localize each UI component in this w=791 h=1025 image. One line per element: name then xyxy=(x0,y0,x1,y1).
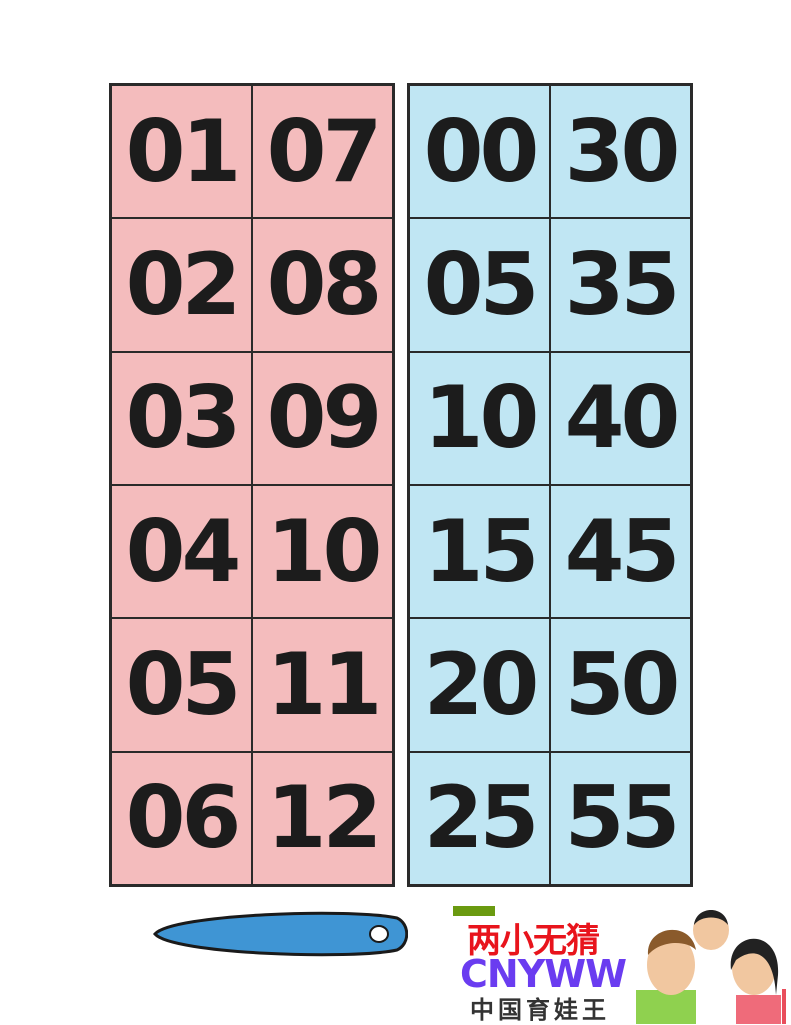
minute-number-card: 40 xyxy=(550,351,691,485)
clock-hand-icon xyxy=(153,911,408,957)
hour-number-card: 05 xyxy=(111,618,252,752)
minute-number-card: 45 xyxy=(550,484,691,619)
hour-number-card: 07 xyxy=(252,85,393,219)
hour-number-card: 01 xyxy=(111,85,252,219)
hour-number-card: 08 xyxy=(252,218,393,352)
hour-number-card: 09 xyxy=(252,351,393,485)
minute-number-card: 30 xyxy=(550,85,691,219)
hour-number-card: 06 xyxy=(111,751,252,885)
family-cartoon-icon xyxy=(636,910,786,1024)
hour-number-card: 04 xyxy=(111,484,252,619)
hour-card-grid: 01 07 02 08 03 09 04 10 05 11 06 12 xyxy=(109,83,395,887)
hour-number-card: 03 xyxy=(111,351,252,485)
logo-accent xyxy=(453,906,495,916)
hour-number-card: 10 xyxy=(252,484,393,619)
minute-number-card: 35 xyxy=(550,218,691,352)
minute-number-card: 15 xyxy=(409,484,550,619)
minute-number-card: 05 xyxy=(409,218,550,352)
logo-brand: CNYWW xyxy=(460,952,627,996)
logo-subtitle: 中国育娃王 xyxy=(470,996,610,1024)
minute-number-card: 00 xyxy=(409,85,550,219)
hour-number-card: 12 xyxy=(252,751,393,885)
minute-card-grid: 00 30 05 35 10 40 15 45 20 50 25 55 xyxy=(407,83,693,887)
minute-number-card: 50 xyxy=(550,618,691,752)
minute-number-card: 10 xyxy=(409,351,550,485)
hour-number-card: 02 xyxy=(111,218,252,352)
minute-number-card: 55 xyxy=(550,751,691,885)
logo-title: 两小无猜 xyxy=(467,921,600,961)
minute-number-card: 25 xyxy=(409,751,550,885)
minute-number-card: 20 xyxy=(409,618,550,752)
hour-number-card: 11 xyxy=(252,618,393,752)
